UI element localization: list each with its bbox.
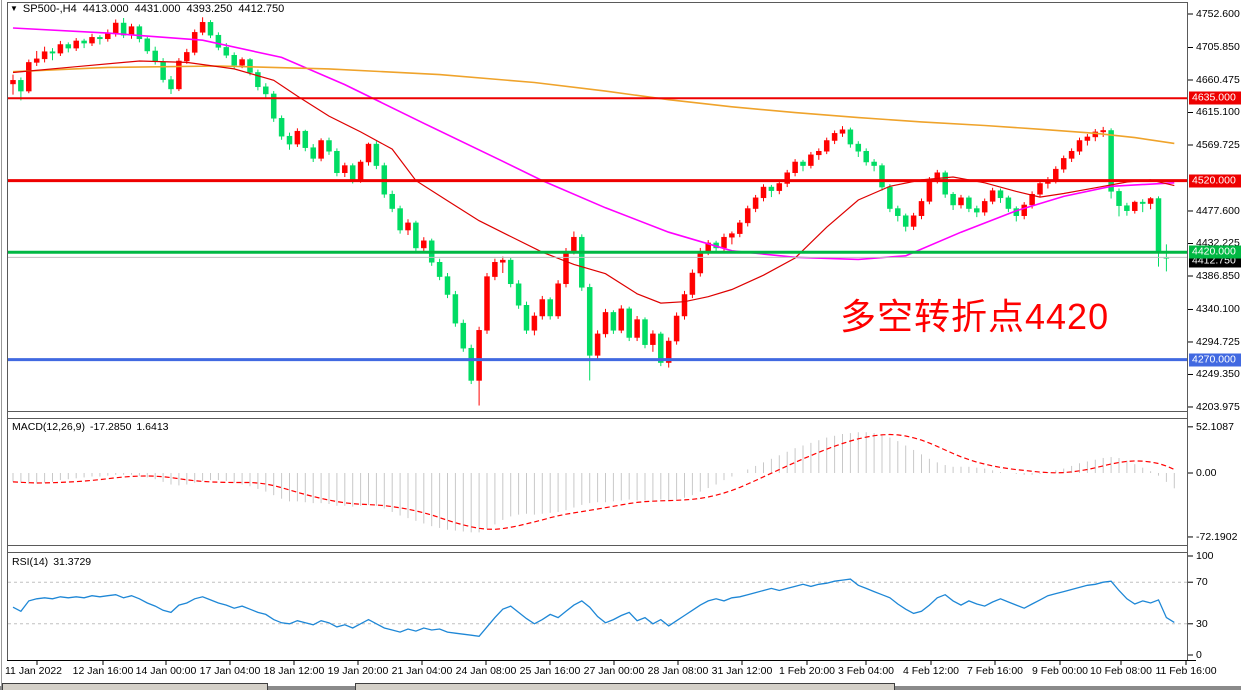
axis-ticks xyxy=(36,13,1193,665)
candles xyxy=(10,17,1170,406)
rsi-pane xyxy=(8,578,1187,637)
level-lines xyxy=(8,97,1187,362)
chart-tab-1[interactable] xyxy=(2,683,268,690)
chart-tab-2[interactable] xyxy=(355,683,895,690)
moving-averages xyxy=(12,27,1175,304)
pane-borders xyxy=(1,0,1196,690)
macd-pane xyxy=(12,432,1175,533)
